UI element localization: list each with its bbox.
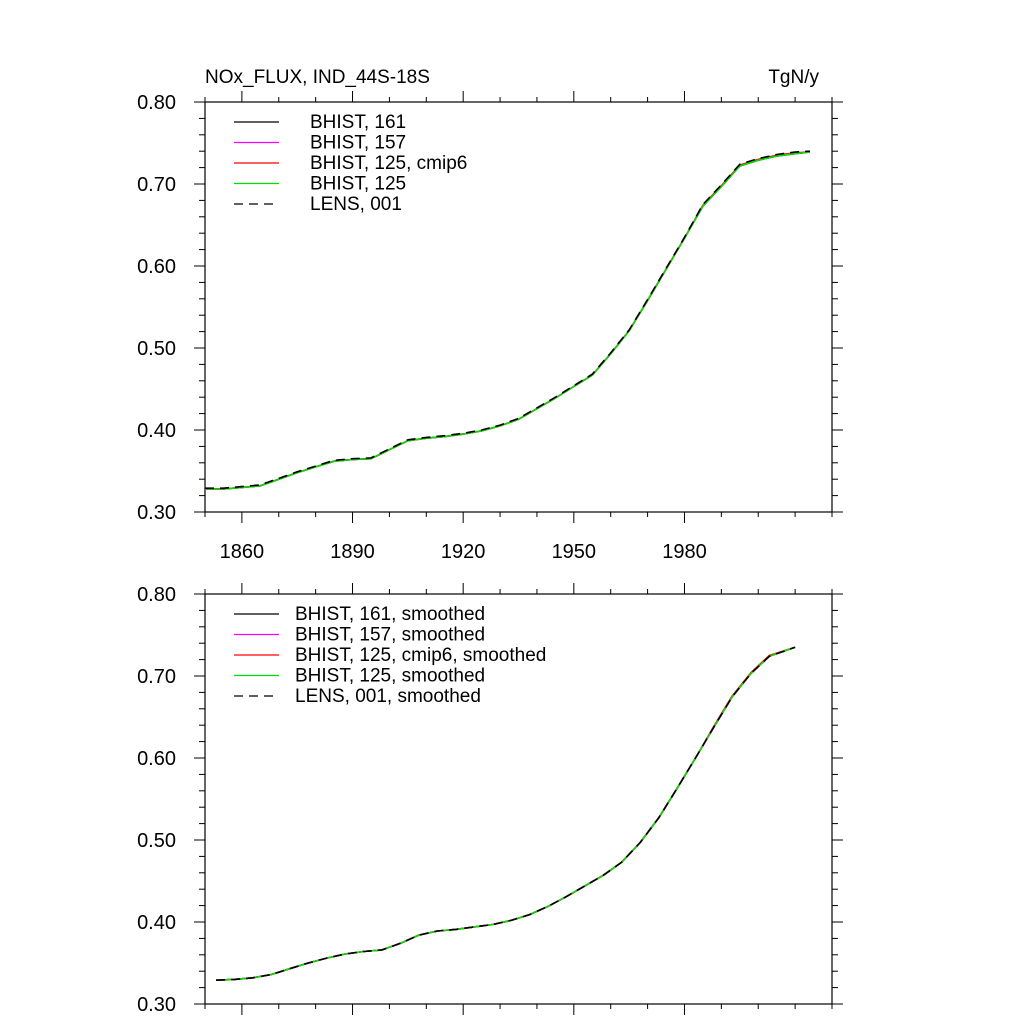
legend-label: BHIST, 125, cmip6, smoothed: [295, 645, 546, 666]
series-line-1: [205, 151, 810, 490]
x-tick-label: 1950: [552, 541, 597, 563]
y-tick-label: 0.30: [137, 994, 176, 1016]
chart-panel-2: 0.30 0.40 0.50 0.60 0.70 0.80 BHIST, 161, smoo…: [137, 583, 843, 1016]
y-tick-label: 0.50: [137, 338, 176, 360]
plot-frame: [204, 593, 833, 1005]
y-tick-label: 0.30: [137, 502, 176, 524]
chart-panel-1: NOx_FLUX, IND_44S-18S TgN/y 0.30 0.40 0.50 0.…: [137, 67, 843, 563]
series-line-5: [205, 150, 810, 490]
y-tick-label: 0.40: [137, 420, 176, 442]
legend-label: BHIST, 125, cmip6: [310, 153, 467, 174]
legend-label: BHIST, 125, smoothed: [295, 666, 485, 687]
y-tick-label: 0.80: [137, 92, 176, 114]
series-line-3: [205, 151, 810, 490]
x-tick-label: 1980: [662, 541, 707, 563]
chart-title: NOx_FLUX, IND_44S-18S: [205, 67, 430, 88]
x-tick-label: 1920: [441, 541, 486, 563]
legend-label: LENS, 001, smoothed: [295, 686, 481, 707]
series-line-2: [205, 151, 810, 490]
series-line-5: [216, 646, 796, 981]
y-tick-label: 0.40: [137, 912, 176, 934]
series-line-4: [205, 151, 810, 490]
plot-frame: [204, 101, 833, 513]
legend-label: BHIST, 125: [310, 174, 406, 195]
legend-label: BHIST, 157, smoothed: [295, 625, 485, 646]
x-tick-label: 1890: [330, 541, 375, 563]
x-tick-label: 1860: [220, 541, 265, 563]
y-tick-label: 0.70: [137, 666, 176, 688]
legend-label: BHIST, 161, smoothed: [295, 604, 485, 625]
legend-label: BHIST, 157: [310, 133, 406, 154]
legend-label: BHIST, 161: [310, 112, 406, 133]
y-tick-label: 0.60: [137, 256, 176, 278]
y-tick-label: 0.50: [137, 830, 176, 852]
y-tick-label: 0.60: [137, 748, 176, 770]
y-tick-label: 0.70: [137, 174, 176, 196]
y-tick-label: 0.80: [137, 584, 176, 606]
chart-units: TgN/y: [768, 67, 819, 88]
legend-label: LENS, 001: [310, 194, 402, 215]
